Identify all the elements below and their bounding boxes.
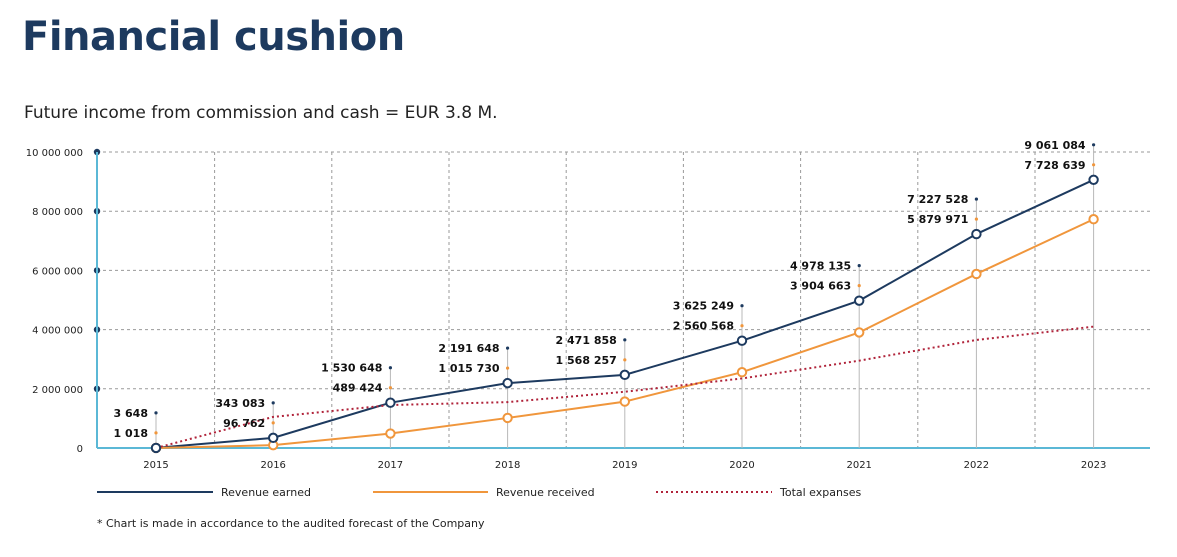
data-label-received: 1 015 730 [438, 362, 500, 375]
label-dot-earned [1092, 143, 1096, 147]
data-label-received: 5 879 971 [907, 213, 968, 226]
data-label-earned: 2 471 858 [556, 334, 617, 347]
label-dot-earned [857, 264, 861, 268]
point-marker-revenue-received [385, 428, 396, 439]
point-marker-revenue-earned [736, 335, 748, 346]
label-dot-earned [740, 304, 744, 308]
label-dot-earned [506, 346, 510, 350]
label-dot-received [974, 217, 979, 221]
y-tick-label: 6 000 000 [32, 266, 83, 277]
point-marker-revenue-received [502, 412, 513, 424]
x-tick-label: 2022 [964, 460, 989, 471]
y-tick-label: 4 000 000 [32, 326, 83, 337]
point-marker-revenue-earned [150, 442, 162, 454]
data-label-received: 3 904 663 [790, 280, 851, 293]
label-dot-received [271, 421, 275, 425]
data-label-received: 1 018 [114, 427, 148, 440]
label-dot-earned [271, 401, 275, 405]
data-label-earned: 2 191 648 [438, 342, 499, 355]
label-dot-received [857, 284, 861, 288]
point-marker-revenue-received [619, 396, 630, 407]
data-label-earned: 9 061 084 [1024, 139, 1086, 152]
data-label-earned: 3 648 [114, 407, 148, 420]
point-marker-revenue-received [971, 268, 982, 280]
point-marker-revenue-received [736, 367, 748, 378]
x-tick-label: 2018 [495, 460, 520, 471]
label-dot-received [388, 386, 392, 390]
point-marker-revenue-earned [619, 369, 630, 381]
label-dot-earned [974, 197, 979, 201]
label-dot-earned [154, 411, 158, 415]
label-dot-received [154, 431, 158, 435]
data-label-earned: 1 530 648 [321, 362, 382, 375]
chart-footnote: * Chart is made in accordance to the aud… [97, 517, 485, 530]
point-marker-revenue-earned [385, 397, 396, 408]
data-label-earned: 7 227 528 [907, 193, 968, 206]
point-marker-revenue-earned [1088, 174, 1099, 185]
y-tick-label: 2 000 000 [32, 385, 83, 396]
point-marker-revenue-earned [502, 377, 513, 389]
series-line-total-expanses [155, 325, 1094, 449]
label-dot-received [740, 324, 744, 328]
legend-label: Revenue received [496, 486, 595, 499]
data-label-earned: 4 978 135 [790, 260, 851, 273]
x-tick-label: 2015 [143, 460, 168, 471]
point-marker-revenue-earned [971, 228, 982, 240]
data-label-received: 7 728 639 [1024, 159, 1085, 172]
page-title: Financial cushion [22, 14, 405, 60]
y-tick-label: 8 000 000 [32, 207, 83, 218]
x-tick-label: 2023 [1081, 460, 1106, 471]
label-dot-received [1092, 163, 1096, 167]
data-label-received: 96 762 [223, 417, 265, 430]
label-dot-received [623, 358, 627, 362]
x-tick-label: 2019 [612, 460, 637, 471]
x-tick-label: 2021 [846, 460, 871, 471]
point-marker-revenue-earned [854, 295, 865, 306]
legend-label: Total expanses [779, 486, 861, 499]
data-label-received: 1 568 257 [556, 354, 617, 367]
data-label-received: 489 424 [333, 382, 383, 395]
data-label-earned: 343 083 [215, 397, 265, 410]
label-dot-received [506, 366, 510, 370]
chart-subtitle: Future income from commission and cash =… [24, 103, 498, 123]
point-marker-revenue-received [1088, 214, 1099, 225]
x-tick-label: 2016 [260, 460, 285, 471]
label-dot-earned [388, 366, 392, 370]
data-label-received: 2 560 568 [673, 320, 734, 333]
x-tick-label: 2020 [729, 460, 754, 471]
data-label-earned: 3 625 249 [673, 300, 734, 313]
legend-label: Revenue earned [221, 486, 311, 499]
point-marker-revenue-received [854, 327, 865, 338]
label-dot-earned [623, 338, 627, 342]
y-tick-label: 0 [77, 444, 83, 455]
point-marker-revenue-earned [268, 432, 279, 444]
x-tick-label: 2017 [378, 460, 403, 471]
y-tick-label: 10 000 000 [26, 148, 83, 159]
